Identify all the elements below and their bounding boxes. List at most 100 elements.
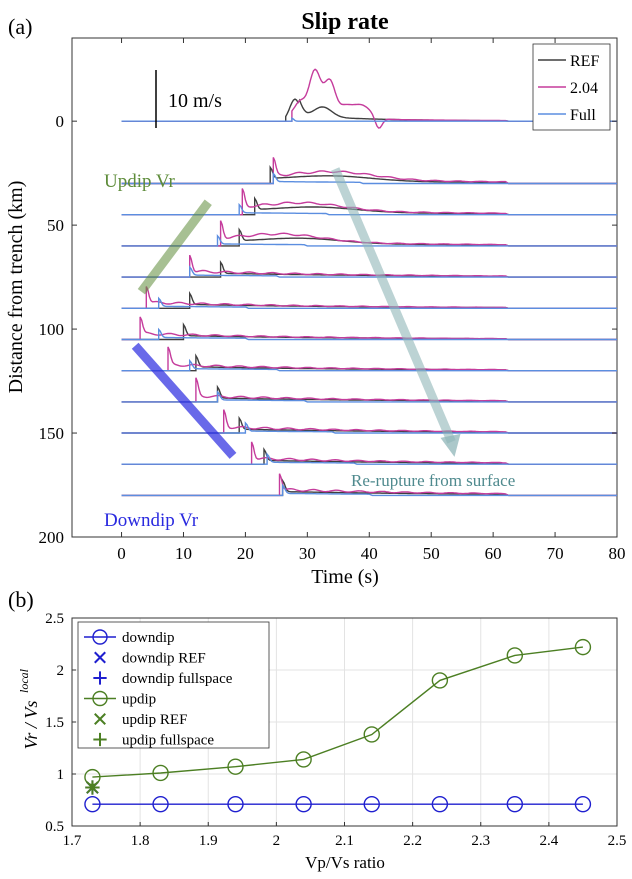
rerupture-label: Re-rupture from surface bbox=[351, 471, 515, 490]
panel-a-arrows bbox=[131, 167, 461, 459]
b-y-tick-label: 2 bbox=[57, 663, 65, 679]
trace-Full-75km bbox=[121, 265, 617, 278]
point-updip bbox=[574, 638, 592, 656]
point-downdip bbox=[431, 795, 449, 813]
panel-b-y-ticks: 0.5 1 1.5 2 2.5 bbox=[45, 611, 76, 835]
b-x-tick-label: 1.9 bbox=[199, 833, 218, 849]
trace-204-30km bbox=[121, 157, 617, 185]
a-y-tick-label: 50 bbox=[47, 216, 64, 235]
b-y-tick-label: 0.5 bbox=[45, 819, 64, 835]
a-x-tick-label: 0 bbox=[117, 544, 126, 563]
panel-b-label: (b) bbox=[8, 587, 34, 612]
rerupture-arrow-head bbox=[440, 433, 461, 457]
trace-204-45km bbox=[121, 188, 617, 216]
trace-204-90km bbox=[121, 286, 617, 309]
panel-b-rupture-velocity: (b) 1.7 1.8 1.9 2 2.1 2.2 2.3 2.4 2.5 0.5 1 1.5 2 2.… bbox=[8, 587, 626, 872]
panel-b-x-ticks: 1.7 1.8 1.9 2 2.1 2.2 2.3 2.4 2.5 bbox=[63, 822, 627, 849]
point-updip bbox=[363, 726, 380, 743]
legend-marker-updip-REF bbox=[94, 713, 106, 725]
point-downdip bbox=[295, 795, 312, 813]
panel-a-traces bbox=[121, 68, 617, 497]
point-downdip bbox=[506, 795, 524, 813]
legend-label-downdip-fullspace: downdip fullspace bbox=[122, 671, 233, 687]
legend-204-label: 2.04 bbox=[570, 80, 598, 97]
legend-label-downdip: downdip bbox=[122, 630, 175, 646]
point-downdip bbox=[227, 795, 244, 813]
a-x-tick-label: 60 bbox=[485, 544, 502, 563]
updip-vr-label: Updip Vr bbox=[104, 171, 175, 192]
b-x-tick-label: 2.5 bbox=[608, 833, 627, 849]
trace-204-105km bbox=[121, 316, 617, 341]
point-downdip bbox=[363, 795, 380, 813]
updip-arrow bbox=[137, 199, 212, 295]
panel-a-label: (a) bbox=[8, 14, 32, 39]
panel-b-legend: downdip downdip REF downdip fullspace updip… bbox=[77, 621, 270, 749]
trace-Full-120km bbox=[121, 358, 617, 372]
trace-REF-30km bbox=[121, 164, 617, 185]
a-x-tick-label: 10 bbox=[175, 544, 192, 563]
b-x-tick-label: 2 bbox=[273, 833, 281, 849]
legend-marker-downdip-REF bbox=[94, 651, 106, 664]
trace-Full-165km bbox=[121, 452, 617, 465]
trace-REF-45km bbox=[121, 195, 617, 216]
legend-label-downdip-REF: downdip REF bbox=[122, 651, 206, 667]
a-y-tick-label: 200 bbox=[39, 528, 65, 547]
panel-b-x-label: Vp/Vs ratio bbox=[305, 853, 385, 872]
series-line-updip bbox=[92, 646, 583, 778]
legend-label-updip-REF: updip REF bbox=[122, 712, 187, 728]
legend-label-updip-fullspace: updip fullspace bbox=[122, 733, 214, 749]
downdip-vr-label: Downdip Vr bbox=[104, 510, 199, 531]
a-y-tick-label: 0 bbox=[56, 112, 65, 131]
downdip-arrow bbox=[131, 342, 237, 459]
panel-a-y-ticks: 0 50 100 150 200 bbox=[39, 112, 617, 547]
panel-a-x-ticks: 0 10 20 30 40 50 60 70 80 bbox=[117, 38, 626, 563]
point-updip bbox=[295, 751, 312, 768]
point-downdip bbox=[152, 795, 169, 813]
trace-204-135km bbox=[121, 377, 617, 403]
panel-a-slip-rate: (a) Slip rate 0 10 20 30 40 50 60 70 80 0 50 100 15… bbox=[5, 9, 626, 588]
panel-a-axes-frame bbox=[71, 37, 618, 538]
trace-Full-0km bbox=[121, 116, 617, 122]
panel-b-y-label-sup: local bbox=[17, 668, 31, 693]
panel-a-x-label: Time (s) bbox=[311, 566, 379, 588]
b-x-tick-label: 2.3 bbox=[471, 833, 490, 849]
panel-b-y-label-main: Vr / Vs bbox=[21, 701, 41, 750]
point-updip bbox=[152, 764, 169, 782]
legend-marker-downdip bbox=[92, 629, 108, 645]
legend-label-updip: updip bbox=[122, 692, 156, 708]
a-x-tick-label: 20 bbox=[237, 544, 254, 563]
a-y-tick-label: 100 bbox=[39, 320, 65, 339]
a-x-tick-label: 30 bbox=[299, 544, 316, 563]
b-y-tick-label: 2.5 bbox=[45, 611, 64, 627]
panel-a-legend: REF 2.04 Full bbox=[532, 43, 611, 131]
trace-Full-60km bbox=[121, 234, 617, 247]
trace-204-165km bbox=[121, 441, 617, 465]
a-x-tick-label: 70 bbox=[547, 544, 564, 563]
trace-Full-105km bbox=[121, 327, 617, 341]
b-y-tick-label: 1.5 bbox=[45, 715, 64, 731]
a-x-tick-label: 50 bbox=[423, 544, 440, 563]
point-updip bbox=[506, 647, 524, 664]
panel-b-series bbox=[84, 638, 592, 813]
trace-Full-150km bbox=[121, 421, 617, 434]
trace-Full-90km bbox=[121, 296, 617, 309]
panel-a-y-label: Distance from trench (km) bbox=[5, 181, 27, 394]
b-x-tick-label: 2.4 bbox=[540, 833, 559, 849]
point-updip bbox=[227, 758, 244, 775]
a-x-tick-label: 80 bbox=[609, 544, 626, 563]
b-x-tick-label: 2.2 bbox=[403, 833, 422, 849]
legend-full-label: Full bbox=[570, 107, 596, 124]
point-updip-fullspace bbox=[85, 780, 100, 795]
a-x-tick-label: 40 bbox=[361, 544, 378, 563]
trace-204-75km bbox=[121, 254, 617, 278]
b-x-tick-label: 2.1 bbox=[335, 833, 354, 849]
a-y-tick-label: 150 bbox=[39, 424, 65, 443]
panel-a-title: Slip rate bbox=[301, 9, 389, 35]
legend-marker-updip-fullspace bbox=[93, 732, 107, 747]
b-x-tick-label: 1.8 bbox=[131, 833, 150, 849]
point-updip bbox=[431, 672, 449, 689]
panel-b-legend-box bbox=[77, 621, 270, 749]
point-downdip bbox=[574, 795, 592, 813]
trace-204-120km bbox=[121, 346, 617, 372]
